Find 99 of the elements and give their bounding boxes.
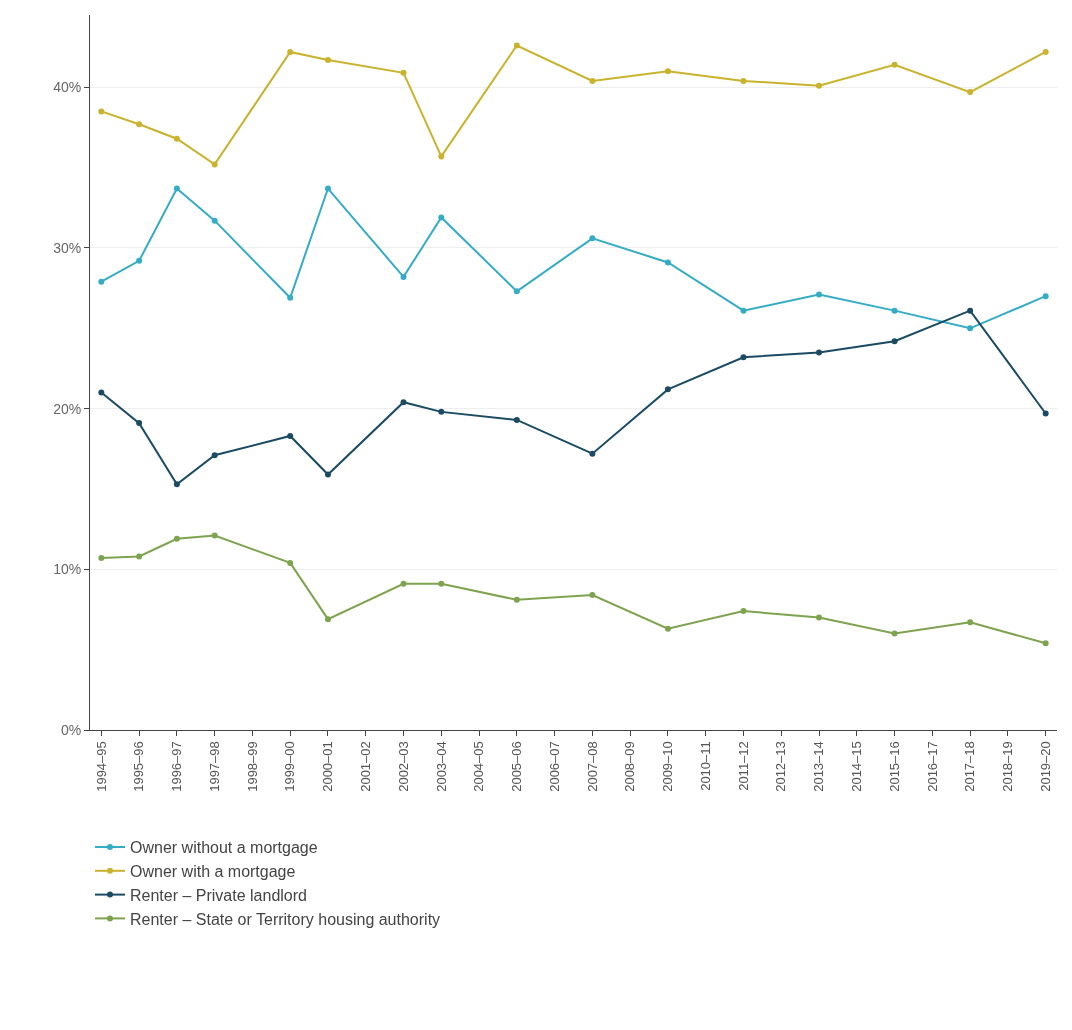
point bbox=[967, 619, 974, 626]
point bbox=[816, 82, 823, 89]
x-tick-label: 2013–14 bbox=[811, 741, 827, 792]
point bbox=[136, 121, 143, 128]
point bbox=[589, 77, 596, 84]
point bbox=[891, 307, 898, 314]
point bbox=[891, 630, 898, 637]
x-tick-label: 2017–18 bbox=[962, 741, 978, 792]
legend-label: Renter – Private landlord bbox=[130, 886, 307, 904]
point bbox=[211, 452, 218, 459]
x-tick-label: 2005–06 bbox=[509, 741, 525, 792]
point bbox=[589, 235, 596, 242]
point bbox=[324, 471, 331, 478]
point bbox=[438, 408, 445, 415]
point bbox=[740, 608, 747, 615]
point bbox=[967, 325, 974, 332]
x-tick-label: 2007–08 bbox=[584, 741, 600, 792]
y-tick-label: 10% bbox=[53, 561, 82, 578]
x-tick-label: 2008–09 bbox=[622, 741, 638, 792]
point bbox=[740, 307, 747, 314]
point bbox=[98, 389, 105, 396]
point bbox=[816, 349, 823, 356]
point bbox=[664, 68, 671, 75]
point bbox=[1042, 48, 1049, 55]
point bbox=[136, 257, 143, 264]
point bbox=[400, 399, 407, 406]
x-tick-label: 1997–98 bbox=[206, 741, 222, 792]
point bbox=[98, 555, 105, 562]
x-tick-label: 1999–00 bbox=[282, 741, 298, 792]
point bbox=[438, 214, 445, 221]
point bbox=[324, 185, 331, 192]
x-tick-label: 2001–02 bbox=[357, 741, 373, 792]
point bbox=[513, 42, 520, 49]
point bbox=[816, 291, 823, 298]
point bbox=[98, 108, 105, 115]
point bbox=[173, 535, 180, 542]
point bbox=[400, 273, 407, 280]
y-tick-label: 30% bbox=[53, 239, 82, 256]
point bbox=[287, 294, 294, 301]
point bbox=[211, 532, 218, 539]
point bbox=[324, 56, 331, 63]
x-tick-label: 2003–04 bbox=[433, 741, 449, 792]
point bbox=[891, 61, 898, 68]
point bbox=[173, 481, 180, 488]
x-tick-label: 2015–16 bbox=[886, 741, 902, 792]
point bbox=[136, 553, 143, 560]
x-tick-label: 1994–95 bbox=[93, 741, 109, 792]
point bbox=[400, 580, 407, 587]
x-tick-label: 2014–15 bbox=[849, 741, 865, 792]
x-tick-label: 2004–05 bbox=[471, 741, 487, 792]
point bbox=[664, 386, 671, 393]
legend-label: Owner without a mortgage bbox=[130, 839, 318, 857]
x-tick-label: 2018–19 bbox=[1000, 741, 1016, 792]
x-tick-label: 2006–07 bbox=[546, 741, 562, 792]
point bbox=[98, 278, 105, 285]
point bbox=[740, 77, 747, 84]
point bbox=[324, 616, 331, 623]
point bbox=[513, 596, 520, 603]
point bbox=[589, 592, 596, 599]
x-tick-label: 2016–17 bbox=[924, 741, 940, 792]
point bbox=[438, 153, 445, 160]
point bbox=[664, 259, 671, 266]
point bbox=[740, 354, 747, 361]
point bbox=[664, 625, 671, 632]
point bbox=[173, 135, 180, 142]
point bbox=[287, 432, 294, 439]
x-tick-label: 2009–10 bbox=[660, 741, 676, 792]
x-tick-label: 2011–12 bbox=[735, 741, 751, 791]
x-tick-label: 1998–99 bbox=[244, 741, 260, 792]
point bbox=[287, 559, 294, 566]
point bbox=[967, 89, 974, 96]
point bbox=[816, 614, 823, 621]
x-tick-label: 2010–11 bbox=[697, 741, 713, 791]
point bbox=[211, 161, 218, 168]
point bbox=[513, 416, 520, 423]
y-tick-label: 20% bbox=[53, 400, 82, 417]
x-tick-label: 1996–97 bbox=[169, 741, 185, 792]
x-tick-label: 2002–03 bbox=[395, 741, 411, 792]
x-tick-label: 2012–13 bbox=[773, 741, 789, 792]
point bbox=[891, 338, 898, 345]
point bbox=[1042, 293, 1049, 300]
legend-label: Owner with a mortgage bbox=[130, 863, 296, 881]
point bbox=[967, 307, 974, 314]
x-tick-label: 2019–20 bbox=[1037, 741, 1053, 792]
legend-label: Renter – State or Territory housing authority bbox=[130, 910, 441, 928]
point bbox=[287, 48, 294, 55]
point bbox=[438, 580, 445, 587]
point bbox=[173, 185, 180, 192]
x-tick-label: 1995–96 bbox=[131, 741, 147, 792]
y-tick-label: 40% bbox=[53, 79, 82, 96]
point bbox=[136, 420, 143, 427]
point bbox=[400, 69, 407, 76]
point bbox=[1042, 410, 1049, 417]
point bbox=[589, 450, 596, 457]
x-tick-label: 2000–01 bbox=[320, 741, 336, 792]
point bbox=[1042, 640, 1049, 647]
y-tick-label: 0% bbox=[60, 721, 82, 738]
point bbox=[211, 217, 218, 224]
point bbox=[513, 288, 520, 295]
